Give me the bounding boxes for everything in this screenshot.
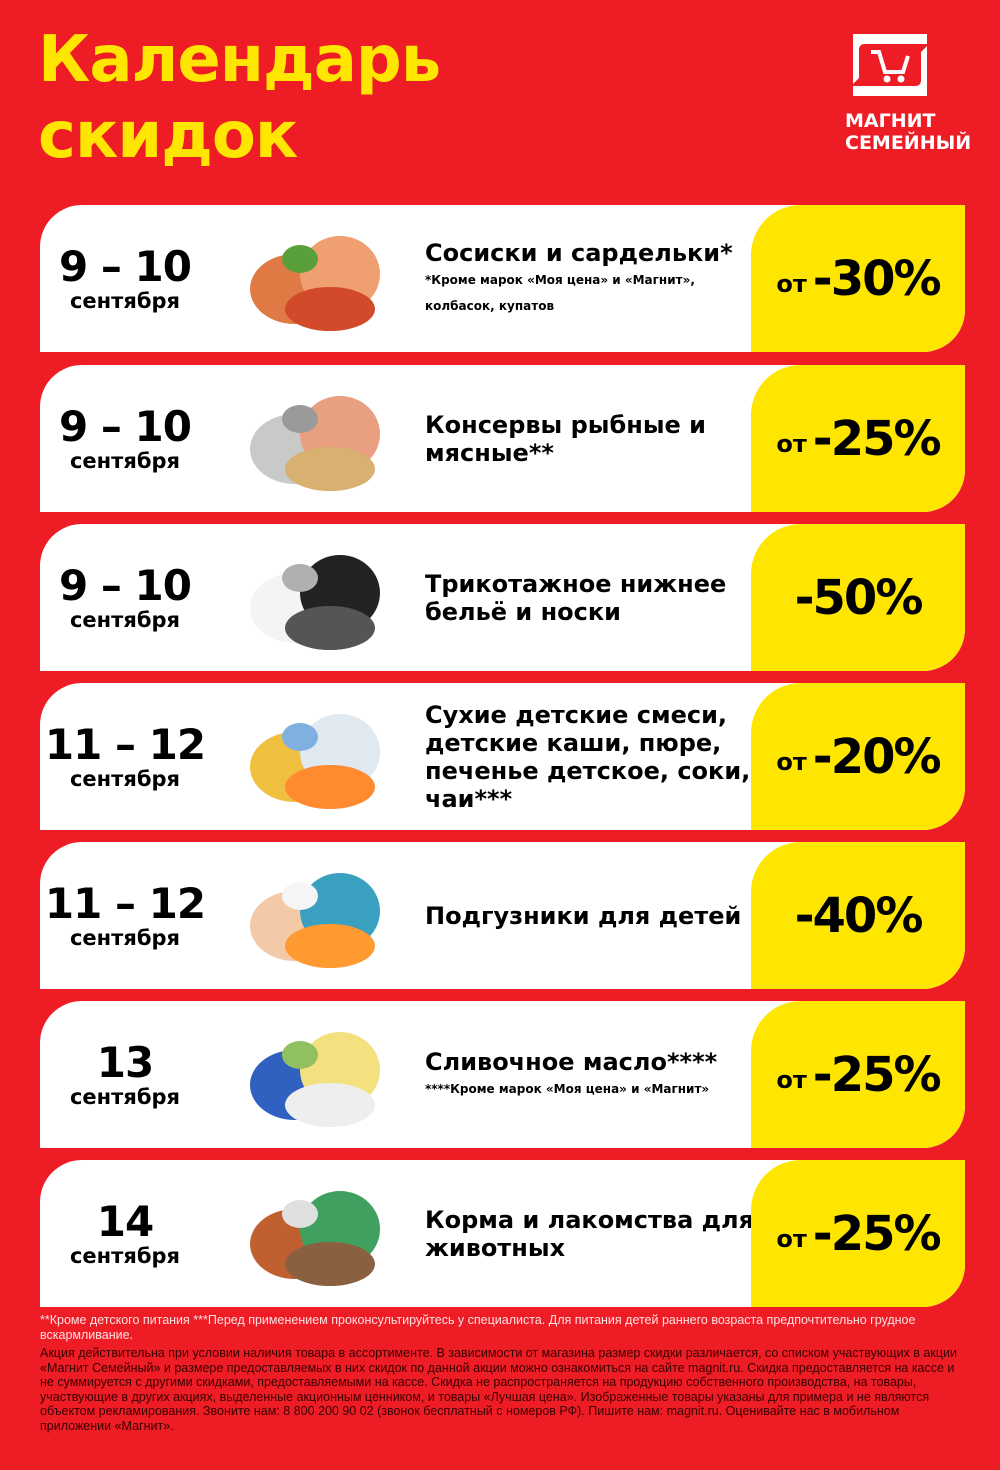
title-line-1: Календарь [38,23,441,97]
discount-prefix: от [776,429,807,458]
offer-date: 11 – 12 сентября [40,842,210,989]
offer-days: 13 [96,1037,154,1087]
footnote: **Кроме детского питания ***Перед примен… [40,1313,916,1342]
offer-days: 14 [96,1196,154,1246]
discount-value: -20% [812,728,942,785]
offer-description: Сухие детские смеси, детские каши, пюре,… [425,683,755,830]
offer-month: сентября [69,925,181,950]
offer-description: Консервы рыбные и мясные** [425,365,755,512]
discount-badge: от -25% [751,1160,965,1307]
discount-prefix: от [776,1224,807,1253]
offer-name: Сосиски и сардельки* [425,238,733,267]
discount-prefix: от [776,1065,807,1094]
logo-line-2: СЕМЕЙНЫЙ [845,132,972,154]
offer-description: Сливочное масло**** ****Кроме марок «Моя… [425,1001,755,1148]
offer-card: 9 – 10 сентября Сосиски и сардельки* *Кр… [40,205,965,352]
discount-value: -25% [812,1205,942,1262]
offer-date: 14 сентября [40,1160,210,1307]
offer-month: сентября [69,1084,181,1109]
offer-days: 9 – 10 [59,560,192,610]
offer-date: 13 сентября [40,1001,210,1148]
logo-line-1: МАГНИТ [845,110,936,132]
discount-value: -50% [794,569,924,626]
offer-month: сентября [69,288,181,313]
offer-date: 9 – 10 сентября [40,524,210,671]
discount-badge: -50% [751,524,965,671]
offer-description: Корма и лакомства для животных [425,1160,755,1307]
butter-image [250,1032,380,1127]
offer-days: 9 – 10 [59,401,192,451]
offer-card: 11 – 12 сентября Подгузники для детей -4… [40,842,965,989]
offer-name: Корма и лакомства для животных [425,1205,755,1262]
pet-food-image [250,1191,380,1286]
discount-value: -30% [812,250,942,307]
discount-value: -25% [812,410,942,467]
offer-month: сентября [69,448,181,473]
offer-date: 9 – 10 сентября [40,365,210,512]
offer-days: 11 – 12 [44,719,206,769]
shopping-cart-icon [853,34,927,96]
offer-note-2: колбасок, купатов [425,298,555,313]
offer-date: 9 – 10 сентября [40,205,210,352]
legal-text: Акция действительна при условии наличия … [40,1346,957,1433]
offer-month: сентября [69,766,181,791]
offer-days: 11 – 12 [44,878,206,928]
offer-card: 11 – 12 сентября Сухие детские смеси, де… [40,683,965,830]
offer-date: 11 – 12 сентября [40,683,210,830]
magnit-logo: МАГНИТ СЕМЕЙНЫЙ [845,32,972,154]
offer-card: 14 сентября Корма и лакомства для животн… [40,1160,965,1307]
discount-badge: от -30% [751,205,965,352]
offer-name: Сухие детские смеси, детские каши, пюре,… [425,700,751,813]
title-line-2: скидок [38,99,298,173]
discount-prefix: от [776,747,807,776]
offer-name: Подгузники для детей [425,901,742,930]
discount-badge: от -20% [751,683,965,830]
discount-badge: от -25% [751,365,965,512]
offer-description: Трикотажное нижнее бельё и носки [425,524,755,671]
offer-name: Сливочное масло**** [425,1047,718,1076]
offer-card: 9 – 10 сентября Трикотажное нижнее бельё… [40,524,965,671]
page-title: Календарь скидок [38,22,441,174]
offer-days: 9 – 10 [59,241,192,291]
offer-name: Консервы рыбные и мясные** [425,410,706,467]
discount-badge: от -25% [751,1001,965,1148]
offer-description: Подгузники для детей [425,842,755,989]
baby-food-image [250,714,380,809]
offer-month: сентября [69,1243,181,1268]
offer-description: Сосиски и сардельки* *Кроме марок «Моя ц… [425,205,755,352]
canned-food-image [250,396,380,491]
discount-badge: -40% [751,842,965,989]
discount-prefix: от [776,269,807,298]
discount-value: -40% [794,887,924,944]
discount-value: -25% [812,1046,942,1103]
offer-note: ****Кроме марок «Моя цена» и «Магнит» [425,1081,710,1096]
underwear-image [250,555,380,650]
sausages-image [250,236,380,331]
diapers-image [250,873,380,968]
offer-month: сентября [69,607,181,632]
offer-name: Трикотажное нижнее бельё и носки [425,569,727,626]
offer-note: *Кроме марок «Моя цена» и «Магнит», [425,272,695,287]
offer-card: 13 сентября Сливочное масло**** ****Кром… [40,1001,965,1148]
offer-card: 9 – 10 сентября Консервы рыбные и мясные… [40,365,965,512]
